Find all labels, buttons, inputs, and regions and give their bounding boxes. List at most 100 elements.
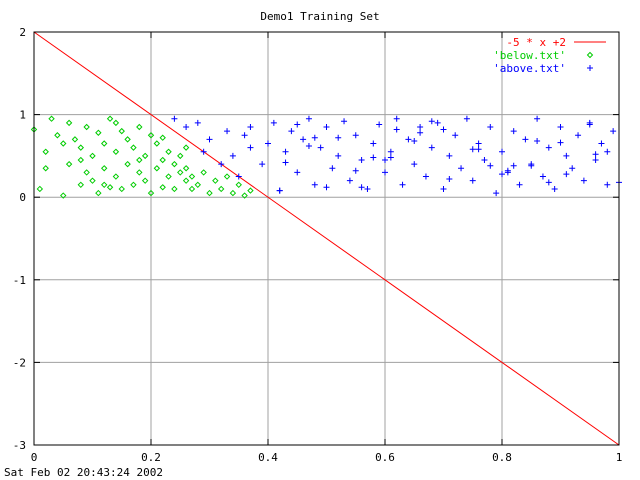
data-point xyxy=(458,165,465,172)
data-point xyxy=(42,148,49,155)
above-series xyxy=(171,115,622,197)
data-point xyxy=(95,189,102,197)
data-point xyxy=(317,144,324,151)
data-point xyxy=(130,181,137,189)
data-point xyxy=(475,140,482,147)
data-point xyxy=(551,185,558,192)
data-point xyxy=(265,140,271,147)
data-point xyxy=(364,185,371,192)
data-point xyxy=(182,165,190,172)
x-tick-label: 0.4 xyxy=(258,451,278,464)
data-point xyxy=(259,161,266,168)
data-point xyxy=(124,160,131,168)
data-point xyxy=(335,152,342,159)
data-point xyxy=(598,140,605,147)
data-point xyxy=(153,165,161,172)
data-point xyxy=(247,123,254,130)
data-point xyxy=(352,167,359,174)
data-point xyxy=(499,148,505,155)
data-point xyxy=(481,157,488,164)
data-point xyxy=(417,129,424,136)
data-point xyxy=(557,139,564,146)
legend-label: 'below.txt' xyxy=(493,49,566,62)
data-point xyxy=(428,144,435,151)
data-point xyxy=(311,134,318,141)
data-point xyxy=(528,162,535,169)
data-point xyxy=(563,171,570,178)
data-point xyxy=(557,123,564,130)
data-point xyxy=(130,144,137,151)
data-point xyxy=(452,132,459,139)
data-point xyxy=(522,136,529,143)
data-point xyxy=(440,126,447,133)
x-tick-label: 1 xyxy=(616,451,623,464)
data-point xyxy=(335,134,342,141)
data-point xyxy=(124,136,131,143)
data-point xyxy=(36,185,44,193)
data-point xyxy=(182,144,190,151)
data-point xyxy=(77,181,85,189)
plot-series xyxy=(30,31,622,446)
data-point xyxy=(106,184,114,191)
data-point xyxy=(516,181,523,188)
data-point xyxy=(54,132,61,139)
data-point xyxy=(440,185,447,192)
data-point xyxy=(475,146,482,153)
data-point xyxy=(159,134,166,141)
x-tick-label: 0.2 xyxy=(141,451,161,464)
legend-label: 'above.txt' xyxy=(493,62,566,75)
data-point xyxy=(545,179,552,186)
data-point xyxy=(446,176,453,183)
fit-line xyxy=(33,31,620,446)
data-point xyxy=(417,123,424,130)
data-point xyxy=(358,157,365,164)
data-point xyxy=(241,132,248,139)
data-point xyxy=(165,148,172,155)
data-point xyxy=(346,177,353,184)
data-point xyxy=(387,148,394,155)
data-point xyxy=(393,126,400,133)
data-point xyxy=(112,119,120,127)
data-point xyxy=(323,184,330,191)
y-tick-label: 0 xyxy=(19,191,26,204)
plot-frame xyxy=(33,31,620,446)
data-point xyxy=(282,148,289,155)
data-point xyxy=(510,128,517,135)
data-point xyxy=(136,156,143,164)
data-point xyxy=(534,115,541,122)
data-point xyxy=(587,65,593,71)
data-point xyxy=(370,140,377,147)
data-point xyxy=(276,187,283,194)
data-point xyxy=(300,136,307,143)
data-point xyxy=(48,115,55,122)
data-point xyxy=(247,187,254,194)
data-point xyxy=(182,177,190,184)
data-point xyxy=(358,184,365,191)
data-point xyxy=(77,156,85,164)
data-point xyxy=(171,160,178,168)
data-point xyxy=(206,189,213,197)
data-point xyxy=(77,144,85,151)
y-tick-label: 2 xyxy=(19,26,26,39)
data-point xyxy=(141,152,149,160)
data-point xyxy=(136,169,143,176)
data-point xyxy=(499,171,505,178)
y-tick-label: -3 xyxy=(13,439,26,452)
y-tick-label: -1 xyxy=(13,274,26,287)
data-point xyxy=(200,169,207,176)
data-point xyxy=(188,185,196,193)
data-point xyxy=(493,190,500,197)
data-point xyxy=(282,159,289,166)
data-point xyxy=(604,181,611,188)
data-point xyxy=(510,162,517,169)
data-point xyxy=(294,121,301,128)
data-point xyxy=(387,154,394,161)
data-point xyxy=(563,152,570,159)
data-point xyxy=(200,148,207,155)
data-point xyxy=(112,148,120,155)
data-point xyxy=(382,169,388,176)
data-point xyxy=(65,160,73,168)
data-point xyxy=(341,118,348,125)
y-tick-label: 1 xyxy=(19,109,26,122)
